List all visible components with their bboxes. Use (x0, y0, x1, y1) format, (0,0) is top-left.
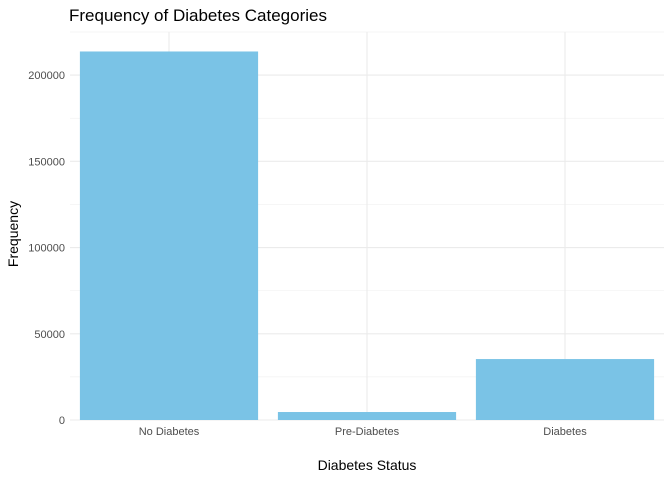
y-tick-label: 50000 (34, 329, 65, 341)
y-tick-label: 150000 (28, 156, 65, 168)
y-axis-ticks: 0 50000 100000 150000 200000 (28, 70, 65, 427)
y-tick-label: 200000 (28, 70, 65, 82)
chart-title: Frequency of Diabetes Categories (69, 6, 327, 25)
y-tick-label: 100000 (28, 243, 65, 255)
bar-no-diabetes (79, 51, 259, 420)
x-tick-label: Pre-Diabetes (335, 426, 400, 438)
y-axis-title: Frequency (5, 201, 21, 267)
x-tick-label: No Diabetes (139, 426, 200, 438)
x-axis-ticks: No Diabetes Pre-Diabetes Diabetes (139, 426, 587, 438)
bar-diabetes (475, 359, 655, 420)
bars (79, 51, 655, 420)
y-tick-label: 0 (59, 415, 65, 427)
bar-pre-diabetes (277, 412, 457, 420)
x-tick-label: Diabetes (543, 426, 587, 438)
x-axis-title: Diabetes Status (318, 457, 417, 473)
